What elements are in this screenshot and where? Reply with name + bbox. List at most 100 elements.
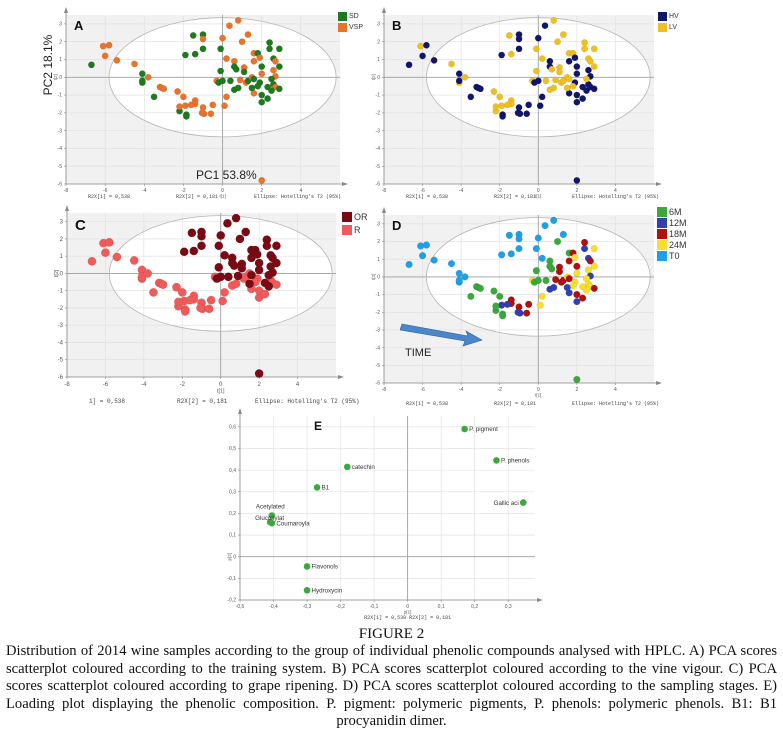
data-point-or [231, 213, 241, 223]
y-tick-label: 0,2 [229, 511, 236, 517]
data-point-hv [573, 91, 581, 99]
data-point-sd [258, 91, 266, 99]
data-point-or [214, 241, 224, 251]
data-point-lv [505, 32, 513, 39]
data-point-t0 [455, 276, 463, 285]
y-tick-label: 2 [377, 39, 380, 45]
y-tick-label: -5 [58, 358, 64, 364]
data-point-t0 [498, 251, 506, 259]
data-point-lv [590, 63, 598, 70]
data-point-t0 [534, 234, 542, 242]
hotelling-ellipse [426, 217, 651, 337]
y-tick-label: 1 [60, 254, 64, 260]
data-point-or [214, 262, 224, 272]
y-axis-arrow-icon [382, 207, 386, 213]
data-point-lv [559, 31, 567, 38]
legend-item-or: OR [342, 210, 368, 223]
data-point-lv [565, 75, 573, 83]
data-point-sd [138, 70, 146, 78]
data-point-18m [579, 294, 587, 302]
data-point-vsp [223, 93, 230, 101]
y-tick-label: 1 [377, 257, 380, 263]
data-point-18m [555, 267, 564, 276]
legend-swatch [658, 12, 667, 21]
footer-text: R2X[1] = 0,538 [406, 194, 448, 200]
x-tick-label: -4 [142, 188, 147, 194]
data-point-hv [590, 85, 598, 93]
loading-point [303, 586, 311, 594]
legend-label: OR [354, 211, 368, 222]
x-tick-label: 4 [296, 382, 300, 388]
loading-label: Flavonols [312, 564, 338, 571]
data-point-hv [515, 35, 523, 43]
legend-swatch [338, 23, 347, 32]
data-point-sd [150, 93, 158, 101]
data-point-sd [266, 45, 273, 53]
x-axis-label: t[1] [217, 389, 225, 395]
data-point-hv [467, 93, 475, 101]
y-tick-label: 0 [60, 271, 64, 277]
data-point-6m [532, 267, 540, 275]
data-point-12m [580, 244, 589, 253]
data-point-12m [573, 298, 581, 306]
x-tick-label: -6 [420, 387, 425, 393]
x-tick-label: -2 [497, 387, 502, 393]
legend-swatch [657, 206, 667, 217]
panel-c: -8 -6 -4 -2 0 2 4 3 2 1 0 -1 -2 -3 -4 -5 -6 t[1] t[2] C 1] =… [48, 205, 366, 410]
legend-item-lv: LV [658, 22, 679, 33]
x-tick-label: 0 [537, 387, 540, 393]
y-tick-label: -6 [376, 381, 381, 387]
x-tick-label: -8 [382, 188, 387, 194]
data-point-r [129, 256, 139, 265]
data-point-sd [181, 51, 189, 59]
data-point-r [177, 288, 187, 297]
data-point-18m [573, 262, 581, 270]
data-point-24m [538, 292, 546, 300]
legend-swatch [657, 217, 667, 228]
data-point-or [223, 218, 232, 228]
data-point-or [272, 241, 281, 251]
data-point-lv [507, 50, 515, 58]
data-point-r [149, 288, 158, 297]
y-tick-label: -4 [376, 345, 381, 351]
legend-label: SD [349, 13, 359, 20]
x-tick-label: 0,1 [438, 604, 445, 610]
x-tick-label: -0,5 [236, 604, 245, 610]
data-point-6m [490, 287, 498, 295]
legend-item-hv: HV [658, 11, 679, 22]
data-point-t0 [430, 256, 438, 264]
data-point-hv [585, 66, 592, 74]
panel-title: A [74, 18, 84, 33]
y-tick-label: -1 [58, 289, 64, 295]
legend-swatch [658, 23, 667, 32]
y-tick-label: 0 [377, 75, 380, 81]
data-point-lv [538, 55, 546, 62]
x-tick-label: -6 [103, 188, 108, 194]
y-tick-label: -5 [376, 363, 381, 369]
y-tick-label: -2 [58, 306, 64, 312]
panel-e: -0,5 -0,4 -0,3 -0,2 -0,1 0 0,1 0,2 0,3 0,6 0,5 0,4 0… [210, 408, 550, 625]
data-point-sd [268, 87, 275, 95]
data-point-or [245, 279, 254, 289]
loading-point [493, 457, 500, 464]
footer-text: R2X[1] = 0,538 [406, 401, 448, 407]
x-tick-label: 0 [219, 382, 223, 388]
legend-swatch [342, 211, 352, 222]
data-point-r [218, 296, 228, 306]
panel-title: E [314, 419, 322, 433]
y-axis-label: t[2] [54, 269, 60, 277]
data-point-18m [573, 290, 581, 299]
data-point-t0 [507, 250, 515, 258]
hotelling-ellipse [108, 215, 333, 332]
y-tick-label: -0,1 [227, 576, 236, 582]
data-point-sd [189, 32, 197, 39]
data-point-t0 [422, 241, 431, 249]
data-point-sd [219, 77, 226, 85]
data-point-sd [250, 75, 258, 83]
y-tick-label: -3 [376, 328, 381, 334]
data-point-or [237, 263, 247, 273]
footer-text: R2X[1] = 0,538 R2X[2] = 0,181 [364, 615, 451, 621]
loading-label: B1 [322, 485, 330, 492]
data-point-sd [226, 77, 234, 85]
y-axis-arrow-icon [238, 408, 242, 414]
